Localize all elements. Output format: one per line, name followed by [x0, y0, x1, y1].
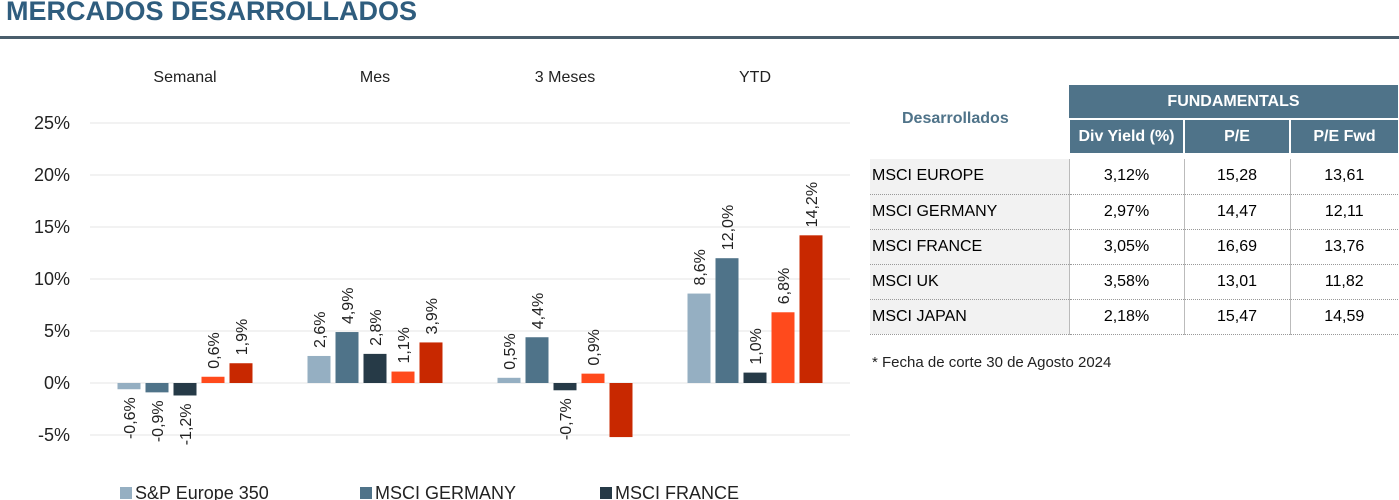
row-label: MSCI UK	[870, 264, 1069, 300]
chart: -5% 0% 5% 10% 15% 20% 25% Semanal -0,6% -0,9% -1,2…	[34, 69, 850, 500]
value-cell: 12,11	[1289, 194, 1398, 230]
bar	[799, 235, 823, 383]
table-row: MSCI JAPAN 2,18% 15,47 14,59	[870, 299, 1398, 335]
category-label: YTD	[739, 69, 771, 86]
data-label: 3,9%	[424, 298, 441, 334]
data-label: 6,8%	[776, 268, 793, 304]
value-cell: 15,47	[1183, 299, 1290, 335]
legend-swatch	[120, 487, 132, 499]
table-row: MSCI FRANCE 3,05% 16,69 13,76	[870, 229, 1398, 265]
category-label: Mes	[360, 69, 390, 86]
table-row: MSCI UK 3,58% 13,01 11,82	[870, 264, 1398, 300]
row-label: MSCI GERMANY	[870, 194, 1069, 230]
value-cell: 11,82	[1289, 264, 1398, 300]
legend-swatch	[600, 487, 612, 499]
category-label: 3 Meses	[535, 69, 595, 86]
bar	[553, 383, 577, 391]
bar	[419, 342, 443, 383]
bar	[743, 372, 767, 383]
fundamentals-table: Desarrollados FUNDAMENTALS Div Yield (%) P/…	[870, 85, 1398, 335]
value-cell: 14,47	[1183, 194, 1290, 230]
data-label: 1,0%	[748, 328, 765, 364]
data-label: 12,0%	[720, 205, 737, 250]
data-label: 0,6%	[206, 332, 223, 368]
data-label: 2,6%	[312, 311, 329, 347]
value-cell: 13,01	[1183, 264, 1290, 300]
bar	[145, 383, 169, 393]
value-cell: 13,61	[1289, 159, 1398, 195]
y-tick-label: 25%	[34, 113, 70, 133]
data-label: -0,7%	[558, 398, 575, 440]
value-cell: 2,97%	[1068, 194, 1184, 230]
legend-label: MSCI FRANCE	[615, 483, 739, 500]
column-header: P/E	[1183, 118, 1290, 153]
bar	[391, 371, 415, 383]
bar	[525, 337, 549, 383]
data-label: -0,9%	[150, 400, 167, 442]
value-cell: 16,69	[1183, 229, 1290, 265]
table-row: MSCI EUROPE 3,12% 15,28 13,61	[870, 159, 1398, 195]
row-label: MSCI FRANCE	[870, 229, 1069, 265]
data-label: 0,5%	[502, 333, 519, 369]
data-label: 0,9%	[586, 329, 603, 365]
bar	[173, 383, 197, 396]
bar	[335, 332, 359, 383]
bar	[497, 377, 521, 383]
data-label: 2,8%	[368, 309, 385, 345]
corner-header: Desarrollados	[902, 110, 1009, 127]
data-label: -0,6%	[122, 397, 139, 439]
y-tick-label: 20%	[34, 165, 70, 185]
y-tick-label: 15%	[34, 217, 70, 237]
value-cell: 15,28	[1183, 159, 1290, 195]
bar	[363, 353, 387, 383]
row-label: MSCI JAPAN	[870, 299, 1069, 335]
column-header: P/E Fwd	[1289, 118, 1398, 153]
legend-label: MSCI GERMANY	[375, 483, 516, 500]
header: MERCADOS DESARROLLADOS	[0, 0, 1399, 39]
data-label: 1,9%	[234, 319, 251, 355]
value-cell: 13,76	[1289, 229, 1398, 265]
y-tick-label: 10%	[34, 269, 70, 289]
bar	[307, 355, 331, 383]
group-header: FUNDAMENTALS	[1069, 85, 1398, 119]
bar	[771, 312, 795, 383]
note: * Fecha de corte 30 de Agosto 2024	[872, 354, 1112, 371]
y-tick-label: 0%	[44, 373, 70, 393]
column-header: Div Yield (%)	[1068, 118, 1184, 153]
legend-swatch	[360, 487, 372, 499]
bar	[201, 376, 225, 383]
data-label: -1,2%	[178, 403, 195, 445]
header-row: Desarrollados FUNDAMENTALS	[870, 85, 1398, 127]
data-label: 1,1%	[396, 327, 413, 363]
category-label: Semanal	[153, 69, 216, 86]
bar	[609, 383, 633, 438]
page-title: MERCADOS DESARROLLADOS	[6, 0, 418, 26]
bar	[117, 383, 141, 390]
table-row: MSCI GERMANY 2,97% 14,47 12,11	[870, 194, 1398, 230]
value-cell: 14,59	[1289, 299, 1398, 335]
data-label: 14,2%	[804, 182, 821, 227]
y-tick-label: 5%	[44, 321, 70, 341]
y-tick-label: -5%	[38, 425, 70, 445]
value-cell: 3,05%	[1068, 229, 1184, 265]
value-cell: 2,18%	[1068, 299, 1184, 335]
bar	[687, 293, 711, 383]
data-label: 8,6%	[692, 249, 709, 285]
bar	[715, 258, 739, 383]
data-label: 4,9%	[340, 288, 357, 324]
bar	[581, 373, 605, 383]
legend-label: S&P Europe 350	[135, 483, 269, 500]
value-cell: 3,58%	[1068, 264, 1184, 300]
value-cell: 3,12%	[1068, 159, 1184, 195]
bar	[229, 363, 253, 383]
subheader-row: Div Yield (%) P/E P/E Fwd	[870, 118, 1398, 153]
row-label: MSCI EUROPE	[870, 159, 1069, 195]
data-label: 4,4%	[530, 293, 547, 329]
